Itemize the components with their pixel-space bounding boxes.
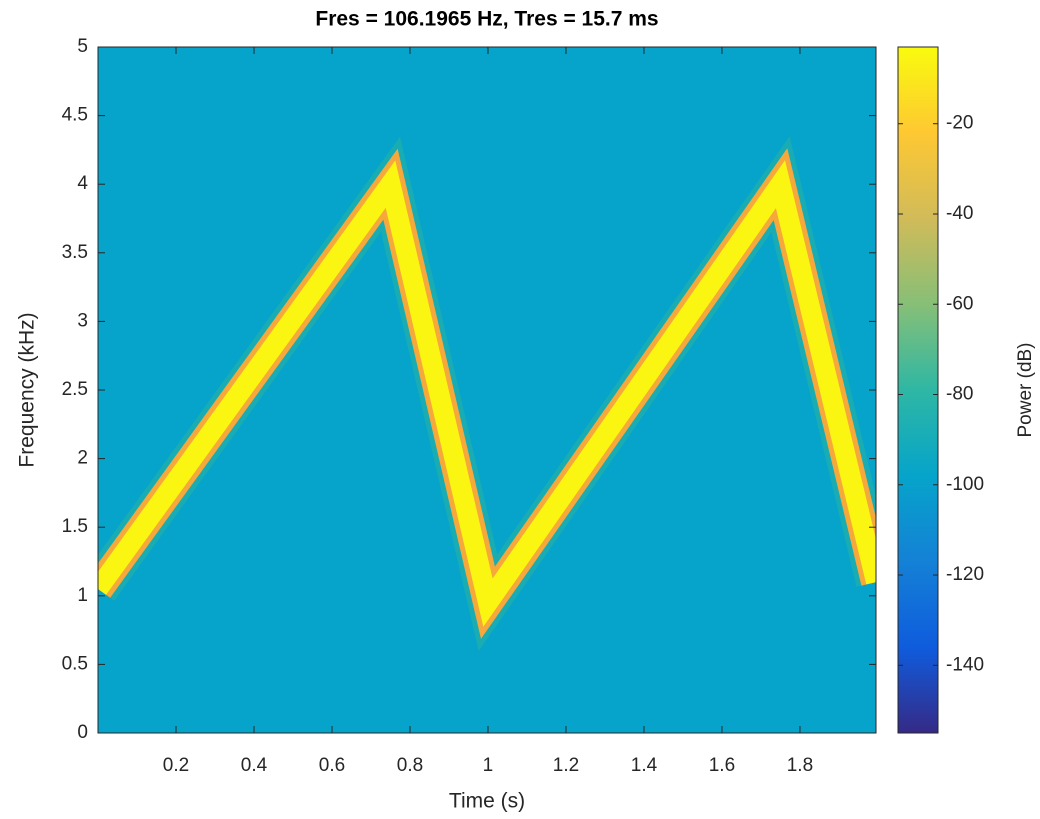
x-tick-label: 1.4 <box>631 755 658 776</box>
colorbar-tick-label: -60 <box>946 293 973 314</box>
chart-title: Fres = 106.1965 Hz, Tres = 15.7 ms <box>315 8 658 31</box>
y-tick-label: 0.5 <box>62 653 88 674</box>
colorbar <box>897 46 939 734</box>
x-tick-label: 0.8 <box>397 755 423 776</box>
x-tick-label: 0.4 <box>241 755 268 776</box>
y-tick-label: 4 <box>77 173 88 194</box>
colorbar-tick-label: -40 <box>946 203 973 224</box>
colorbar-tick-label: -140 <box>946 654 984 675</box>
y-tick-label: 5 <box>77 36 88 57</box>
x-axis-label: Time (s) <box>449 790 525 813</box>
colorbar-tick-label: -80 <box>946 384 973 405</box>
y-axis-label: Frequency (kHz) <box>16 312 39 467</box>
colorbar-label: Power (dB) <box>1015 342 1036 437</box>
plot-area <box>98 47 876 733</box>
x-tick-label: 0.6 <box>319 755 345 776</box>
y-tick-label: 2 <box>77 448 88 469</box>
x-tick-label: 1 <box>483 755 494 776</box>
y-tick-label: 4.5 <box>62 105 88 126</box>
ridge <box>98 160 876 627</box>
colorbar-tick-label: -100 <box>946 474 984 495</box>
x-tick-label: 1.8 <box>787 755 813 776</box>
y-tick-label: 1.5 <box>62 516 88 537</box>
y-tick-label: 0 <box>77 722 88 743</box>
colorbar-tick-label: -120 <box>946 564 984 585</box>
y-tick-label: 1 <box>77 585 88 606</box>
x-tick-label: 0.2 <box>163 755 189 776</box>
x-tick-label: 1.6 <box>709 755 735 776</box>
colorbar-tick-label: -20 <box>946 113 973 134</box>
x-tick-label: 1.2 <box>553 755 579 776</box>
y-tick-label: 2.5 <box>62 379 88 400</box>
y-tick-label: 3.5 <box>62 242 88 263</box>
y-tick-label: 3 <box>77 310 88 331</box>
